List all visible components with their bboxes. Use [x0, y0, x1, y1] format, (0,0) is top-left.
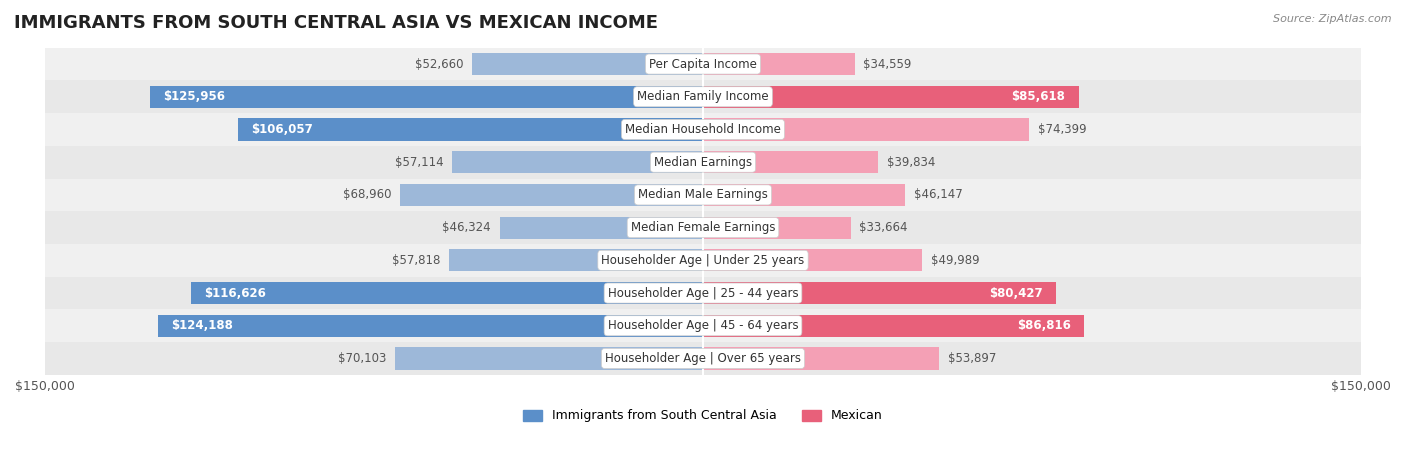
- Text: $74,399: $74,399: [1038, 123, 1087, 136]
- Bar: [703, 310, 1361, 342]
- Text: Householder Age | 25 - 44 years: Householder Age | 25 - 44 years: [607, 287, 799, 299]
- Bar: [472, 53, 703, 75]
- Text: $68,960: $68,960: [343, 188, 392, 201]
- Text: $53,897: $53,897: [948, 352, 997, 365]
- Text: $49,989: $49,989: [931, 254, 980, 267]
- Text: $33,664: $33,664: [859, 221, 908, 234]
- Bar: [703, 178, 1361, 211]
- Bar: [703, 53, 855, 75]
- Bar: [703, 347, 939, 369]
- Text: $52,660: $52,660: [415, 57, 463, 71]
- Text: $86,816: $86,816: [1017, 319, 1071, 333]
- Bar: [703, 244, 1361, 277]
- Bar: [703, 342, 1361, 375]
- Bar: [703, 85, 1078, 108]
- Legend: Immigrants from South Central Asia, Mexican: Immigrants from South Central Asia, Mexi…: [519, 404, 887, 427]
- Text: $57,818: $57,818: [392, 254, 440, 267]
- Text: $116,626: $116,626: [204, 287, 266, 299]
- Text: Householder Age | 45 - 64 years: Householder Age | 45 - 64 years: [607, 319, 799, 333]
- Bar: [703, 282, 1056, 304]
- Bar: [45, 146, 703, 178]
- Bar: [703, 184, 905, 206]
- Bar: [395, 347, 703, 369]
- Text: Median Household Income: Median Household Income: [626, 123, 780, 136]
- Bar: [45, 211, 703, 244]
- Bar: [45, 244, 703, 277]
- Bar: [703, 80, 1361, 113]
- Bar: [45, 342, 703, 375]
- Text: $70,103: $70,103: [339, 352, 387, 365]
- Text: Source: ZipAtlas.com: Source: ZipAtlas.com: [1274, 14, 1392, 24]
- Bar: [450, 249, 703, 271]
- Text: $106,057: $106,057: [250, 123, 312, 136]
- Bar: [703, 113, 1361, 146]
- Text: Median Earnings: Median Earnings: [654, 156, 752, 169]
- Bar: [150, 85, 703, 108]
- Bar: [703, 315, 1084, 337]
- Text: $39,834: $39,834: [887, 156, 935, 169]
- Bar: [45, 48, 703, 80]
- Text: $124,188: $124,188: [172, 319, 233, 333]
- Text: $46,147: $46,147: [914, 188, 963, 201]
- Text: Median Male Earnings: Median Male Earnings: [638, 188, 768, 201]
- Text: Median Family Income: Median Family Income: [637, 90, 769, 103]
- Text: $80,427: $80,427: [988, 287, 1043, 299]
- Text: $85,618: $85,618: [1011, 90, 1066, 103]
- Bar: [45, 113, 703, 146]
- Bar: [703, 151, 877, 173]
- Bar: [238, 118, 703, 141]
- Bar: [703, 211, 1361, 244]
- Text: $34,559: $34,559: [863, 57, 911, 71]
- Bar: [703, 146, 1361, 178]
- Bar: [45, 178, 703, 211]
- Bar: [159, 315, 703, 337]
- Text: Median Female Earnings: Median Female Earnings: [631, 221, 775, 234]
- Bar: [703, 48, 1361, 80]
- Bar: [703, 118, 1029, 141]
- Bar: [499, 217, 703, 239]
- Bar: [703, 249, 922, 271]
- Text: $46,324: $46,324: [443, 221, 491, 234]
- Bar: [703, 277, 1361, 310]
- Text: Householder Age | Over 65 years: Householder Age | Over 65 years: [605, 352, 801, 365]
- Bar: [401, 184, 703, 206]
- Bar: [191, 282, 703, 304]
- Bar: [45, 277, 703, 310]
- Bar: [45, 80, 703, 113]
- Bar: [453, 151, 703, 173]
- Bar: [703, 217, 851, 239]
- Text: Householder Age | Under 25 years: Householder Age | Under 25 years: [602, 254, 804, 267]
- Text: $57,114: $57,114: [395, 156, 444, 169]
- Text: $125,956: $125,956: [163, 90, 225, 103]
- Text: Per Capita Income: Per Capita Income: [650, 57, 756, 71]
- Text: IMMIGRANTS FROM SOUTH CENTRAL ASIA VS MEXICAN INCOME: IMMIGRANTS FROM SOUTH CENTRAL ASIA VS ME…: [14, 14, 658, 32]
- Bar: [45, 310, 703, 342]
